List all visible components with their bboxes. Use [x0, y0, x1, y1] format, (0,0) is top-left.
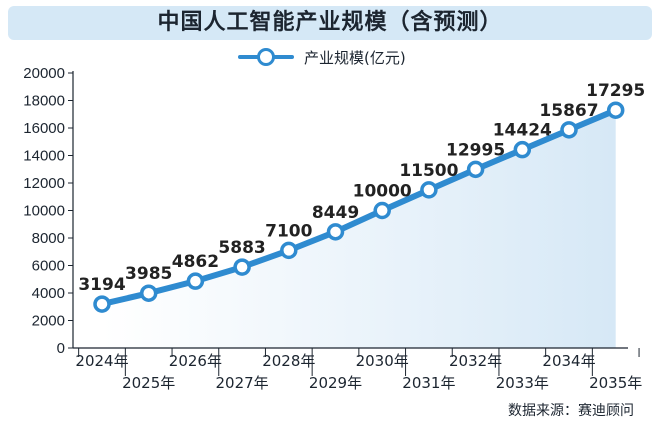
y-tick-label: 4000: [32, 285, 65, 302]
x-tick-label: 2032年: [449, 352, 502, 370]
data-label: 5883: [218, 238, 265, 258]
data-label: 15867: [539, 101, 598, 121]
x-tick-label: 2029年: [309, 374, 362, 392]
legend-label: 产业规模(亿元): [304, 48, 406, 67]
x-tick-label: 2031年: [402, 374, 455, 392]
legend-line-marker-icon: [238, 48, 294, 66]
x-tick-label: 2028年: [262, 352, 315, 370]
data-label: 8449: [312, 203, 359, 223]
data-label: 3194: [78, 275, 125, 295]
data-point: [186, 272, 205, 290]
legend-dot-icon: [257, 48, 275, 66]
legend: 产业规模(亿元): [238, 44, 406, 70]
data-label: 12995: [446, 140, 505, 160]
data-label: 10000: [353, 182, 412, 202]
data-label: 11500: [399, 161, 458, 181]
x-tick-label: 2024年: [75, 352, 128, 370]
y-tick-label: 14000: [23, 148, 65, 165]
y-tick-label: 6000: [32, 258, 65, 275]
x-tick-label: 2026年: [169, 352, 222, 370]
data-point: [513, 140, 532, 159]
y-tick-label: 12000: [23, 175, 65, 192]
data-point: [280, 241, 298, 260]
x-tick-label: 2034年: [542, 352, 595, 370]
x-tick-label: 2027年: [216, 374, 269, 392]
data-point: [326, 223, 345, 241]
data-label: 4862: [172, 252, 219, 272]
y-tick-label: 20000: [23, 65, 65, 82]
data-label: 7100: [265, 221, 312, 241]
y-tick-label: 8000: [32, 230, 65, 247]
data-point: [466, 160, 485, 179]
data-point: [93, 295, 111, 313]
data-label: 14424: [493, 121, 552, 141]
series-area: [102, 110, 616, 348]
source-note: 数据来源：赛迪顾问: [508, 403, 634, 419]
title-bar: 中国人工智能产业规模（含预测）: [8, 6, 652, 40]
x-tick-label: 2030年: [356, 352, 409, 370]
chart-title: 中国人工智能产业规模（含预测）: [157, 10, 503, 35]
x-tick-label: 2033年: [496, 374, 549, 392]
data-point: [560, 121, 578, 139]
y-tick-label: 2000: [32, 313, 65, 330]
x-tick-label: 2035年: [589, 374, 642, 392]
y-tick-label: 0: [57, 340, 65, 357]
data-point: [373, 201, 391, 220]
y-tick-label: 16000: [23, 120, 65, 137]
data-label: 17295: [586, 81, 645, 101]
y-tick-label: 10000: [23, 203, 65, 220]
data-point: [233, 258, 251, 276]
data-point: [606, 101, 625, 119]
data-point: [139, 284, 158, 302]
y-tick-label: 18000: [23, 93, 65, 110]
data-point: [420, 181, 438, 199]
x-tick-label: 2025年: [122, 374, 175, 392]
data-label: 3985: [125, 264, 172, 284]
